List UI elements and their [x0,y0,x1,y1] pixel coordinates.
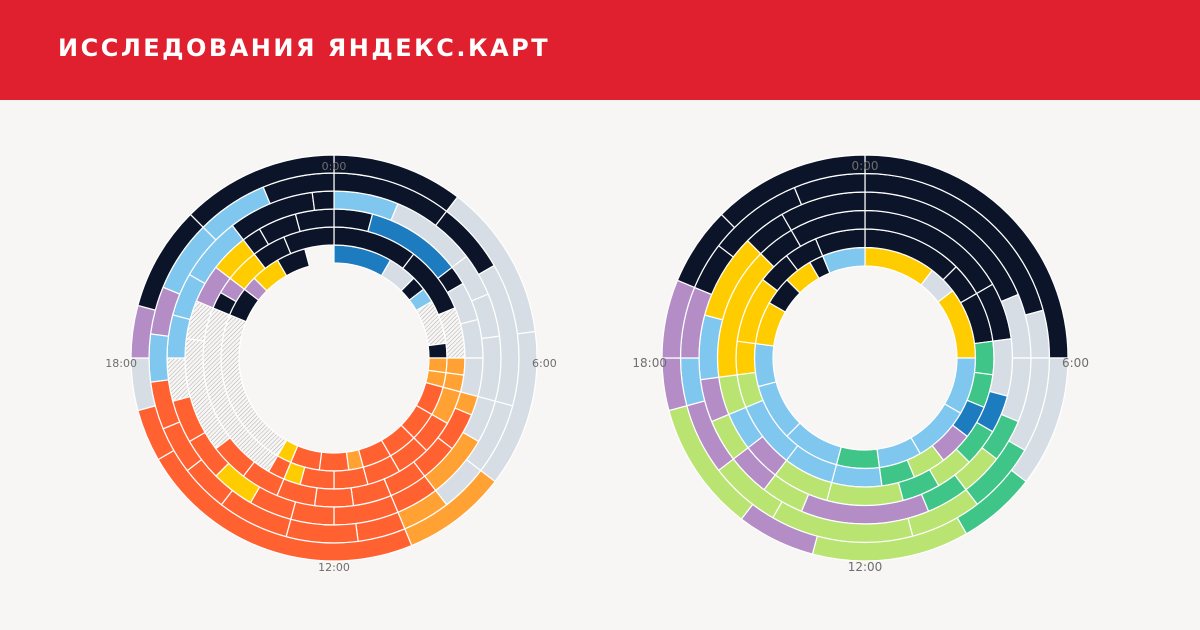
radial-chart-right: 0:00 6:00 12:00 18:00 [600,100,1200,630]
tick-label-right: 6:00 [1062,356,1089,370]
radial-chart-left: 0:00 6:00 12:00 18:00 [0,100,600,630]
ring-6-segment [720,154,866,229]
tick-label-bottom: 12:00 [848,560,883,574]
ring-1-segment [753,342,777,388]
ring-group [661,154,1069,562]
tick-label-right: 6:00 [532,357,557,370]
tick-label-bottom: 12:00 [318,561,350,574]
ring-2-segment [830,463,883,488]
tick-label-left: 18:00 [632,356,667,370]
ring-1-segment [835,446,881,470]
ring-6-segment [189,154,335,229]
header-bar: ИССЛЕДОВАНИЯ ЯНДЕКС.КАРТ [0,0,1200,100]
radial-chart-right-svg: 0:00 6:00 12:00 18:00 [632,154,1089,574]
ring-5-segment [148,333,170,383]
ring-2-segment [735,340,757,376]
tick-label-top: 0:00 [852,159,879,173]
ring-1-segment [318,451,350,472]
radial-chart-left-svg: 0:00 6:00 12:00 18:00 [105,154,557,574]
ring-1-segment [427,342,448,359]
tick-label-top: 0:00 [322,160,347,173]
ring-2-segment [973,340,995,376]
page-title: ИССЛЕДОВАНИЯ ЯНДЕКС.КАРТ [58,34,551,62]
ring-4-segment [311,190,335,211]
ring-3-segment [313,487,355,508]
ring-group [130,154,538,562]
tick-label-left: 18:00 [105,357,137,370]
